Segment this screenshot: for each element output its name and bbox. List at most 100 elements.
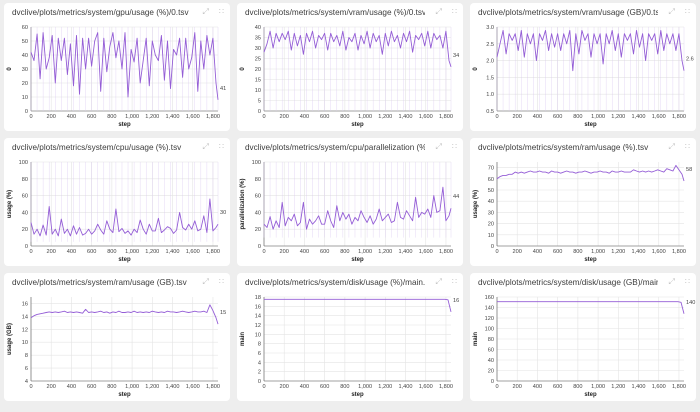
y-tick-label: 40: [255, 25, 261, 31]
x-tick-label: 1,600: [419, 114, 433, 120]
y-axis-title: usage (%): [7, 190, 13, 218]
y-tick-label: 1.5: [486, 75, 494, 81]
plot-title: dvclive/plots/metrics/system/gpu/usage (…: [12, 8, 189, 17]
drag-handle-icon[interactable]: ∷: [451, 7, 457, 16]
x-tick-label: 1,600: [419, 249, 433, 255]
x-tick-label: 400: [300, 249, 309, 255]
x-tick-label: 1,400: [166, 249, 180, 255]
x-axis-title: step: [584, 122, 597, 128]
x-tick-label: 1,600: [652, 249, 666, 255]
y-tick-label: 8: [258, 342, 261, 348]
plot-card[interactable]: dvclive/plots/metrics/system/cpu/paralle…: [237, 138, 463, 266]
expand-icon[interactable]: ⤢: [202, 142, 209, 151]
y-tick-label: 0: [258, 379, 261, 385]
x-tick-label: 1,200: [145, 114, 159, 120]
x-tick-label: 200: [280, 384, 289, 390]
series-line: [30, 304, 219, 325]
y-tick-label: 50: [22, 39, 28, 45]
plot-title: dvclive/plots/metrics/system/vram/usage …: [478, 8, 658, 17]
x-tick-label: 1,600: [652, 114, 666, 120]
plot-card[interactable]: dvclive/plots/metrics/system/gpu/usage (…: [4, 3, 230, 131]
x-tick-label: 0: [29, 249, 32, 255]
plot-card[interactable]: dvclive/plots/metrics/system/ram/usage (…: [4, 273, 230, 401]
expand-icon[interactable]: ⤢: [668, 277, 675, 286]
x-tick-label: 200: [513, 114, 522, 120]
expand-icon[interactable]: ⤢: [202, 7, 209, 16]
expand-icon[interactable]: ⤢: [668, 142, 675, 151]
plot-card[interactable]: dvclive/plots/metrics/system/cpu/usage (…: [4, 138, 230, 266]
series-line: [30, 198, 219, 237]
expand-icon[interactable]: ⤢: [435, 142, 442, 151]
drag-handle-icon[interactable]: ∷: [218, 277, 224, 286]
x-axis-title: step: [118, 392, 131, 398]
drag-handle-icon[interactable]: ∷: [684, 277, 690, 286]
y-tick-label: 0: [258, 109, 261, 115]
plot-card[interactable]: dvclive/plots/metrics/system/ram/usage (…: [470, 138, 696, 266]
drag-handle-icon[interactable]: ∷: [684, 142, 690, 151]
drag-handle-icon[interactable]: ∷: [684, 7, 690, 16]
x-tick-label: 1,400: [399, 114, 413, 120]
x-tick-label: 800: [107, 249, 116, 255]
x-tick-label: 0: [262, 114, 265, 120]
x-tick-label: 1,400: [166, 114, 180, 120]
x-tick-label: 200: [280, 114, 289, 120]
plot-title: dvclive/plots/metrics/system/ram/usage (…: [12, 278, 187, 287]
y-tick-label: 20: [255, 227, 261, 233]
line-chart: 4 6 8 10 12 14 16 0 200 400 600 800 1,000 1,200 1,400 1…: [7, 297, 226, 398]
y-tick-label: 5: [258, 99, 261, 105]
y-axis-title: 0: [240, 67, 246, 71]
x-tick-label: 1,200: [145, 249, 159, 255]
y-tick-label: 140: [485, 306, 494, 312]
x-tick-label: 400: [67, 384, 76, 390]
plot-card[interactable]: dvclive/plots/metrics/system/vram/usage …: [237, 3, 463, 131]
y-tick-label: 10: [488, 233, 494, 239]
y-tick-label: 35: [255, 36, 261, 42]
y-axis-title: main: [240, 332, 246, 346]
plot-title: dvclive/plots/metrics/system/cpu/paralle…: [245, 143, 425, 152]
x-tick-label: 1,600: [186, 249, 200, 255]
series-line: [496, 29, 685, 72]
x-tick-label: 600: [320, 384, 329, 390]
x-tick-label: 1,400: [166, 384, 180, 390]
drag-handle-icon[interactable]: ∷: [451, 142, 457, 151]
expand-icon[interactable]: ⤢: [435, 277, 442, 286]
y-tick-label: 60: [22, 25, 28, 31]
card-actions: ⤢ ∷: [436, 142, 458, 152]
x-tick-label: 1,600: [186, 114, 200, 120]
plot-card[interactable]: dvclive/plots/metrics/system/vram/usage …: [470, 3, 696, 131]
card-actions: ⤢ ∷: [669, 142, 691, 152]
x-tick-label: 800: [340, 384, 349, 390]
x-tick-label: 1,200: [611, 384, 625, 390]
drag-handle-icon[interactable]: ∷: [451, 277, 457, 286]
x-tick-label: 1,800: [439, 249, 453, 255]
x-tick-label: 400: [67, 114, 76, 120]
expand-icon[interactable]: ⤢: [435, 7, 442, 16]
series-line: [496, 164, 685, 182]
y-tick-label: 100: [252, 160, 261, 166]
x-tick-label: 200: [47, 114, 56, 120]
y-tick-label: 70: [488, 166, 494, 172]
expand-icon[interactable]: ⤢: [668, 7, 675, 16]
y-tick-label: 2.5: [486, 42, 494, 48]
plot-card[interactable]: dvclive/plots/metrics/system/disk/usage …: [237, 273, 463, 401]
y-tick-label: 14: [22, 314, 28, 320]
drag-handle-icon[interactable]: ∷: [218, 7, 224, 16]
y-tick-label: 40: [22, 53, 28, 59]
card-actions: ⤢ ∷: [203, 277, 225, 287]
series-line: [264, 298, 452, 313]
y-tick-label: 8: [25, 353, 28, 359]
x-tick-label: 1,000: [125, 114, 139, 120]
x-tick-label: 0: [495, 114, 498, 120]
x-tick-label: 200: [513, 384, 522, 390]
y-tick-label: 60: [488, 348, 494, 354]
plot-card[interactable]: dvclive/plots/metrics/system/disk/usage …: [470, 273, 696, 401]
x-tick-label: 1,200: [378, 249, 392, 255]
y-tick-label: 100: [19, 160, 28, 166]
y-tick-label: 4: [25, 379, 28, 385]
y-tick-label: 80: [22, 177, 28, 183]
y-tick-label: 20: [22, 227, 28, 233]
drag-handle-icon[interactable]: ∷: [218, 142, 224, 151]
expand-icon[interactable]: ⤢: [202, 277, 209, 286]
x-tick-label: 1,200: [145, 384, 159, 390]
